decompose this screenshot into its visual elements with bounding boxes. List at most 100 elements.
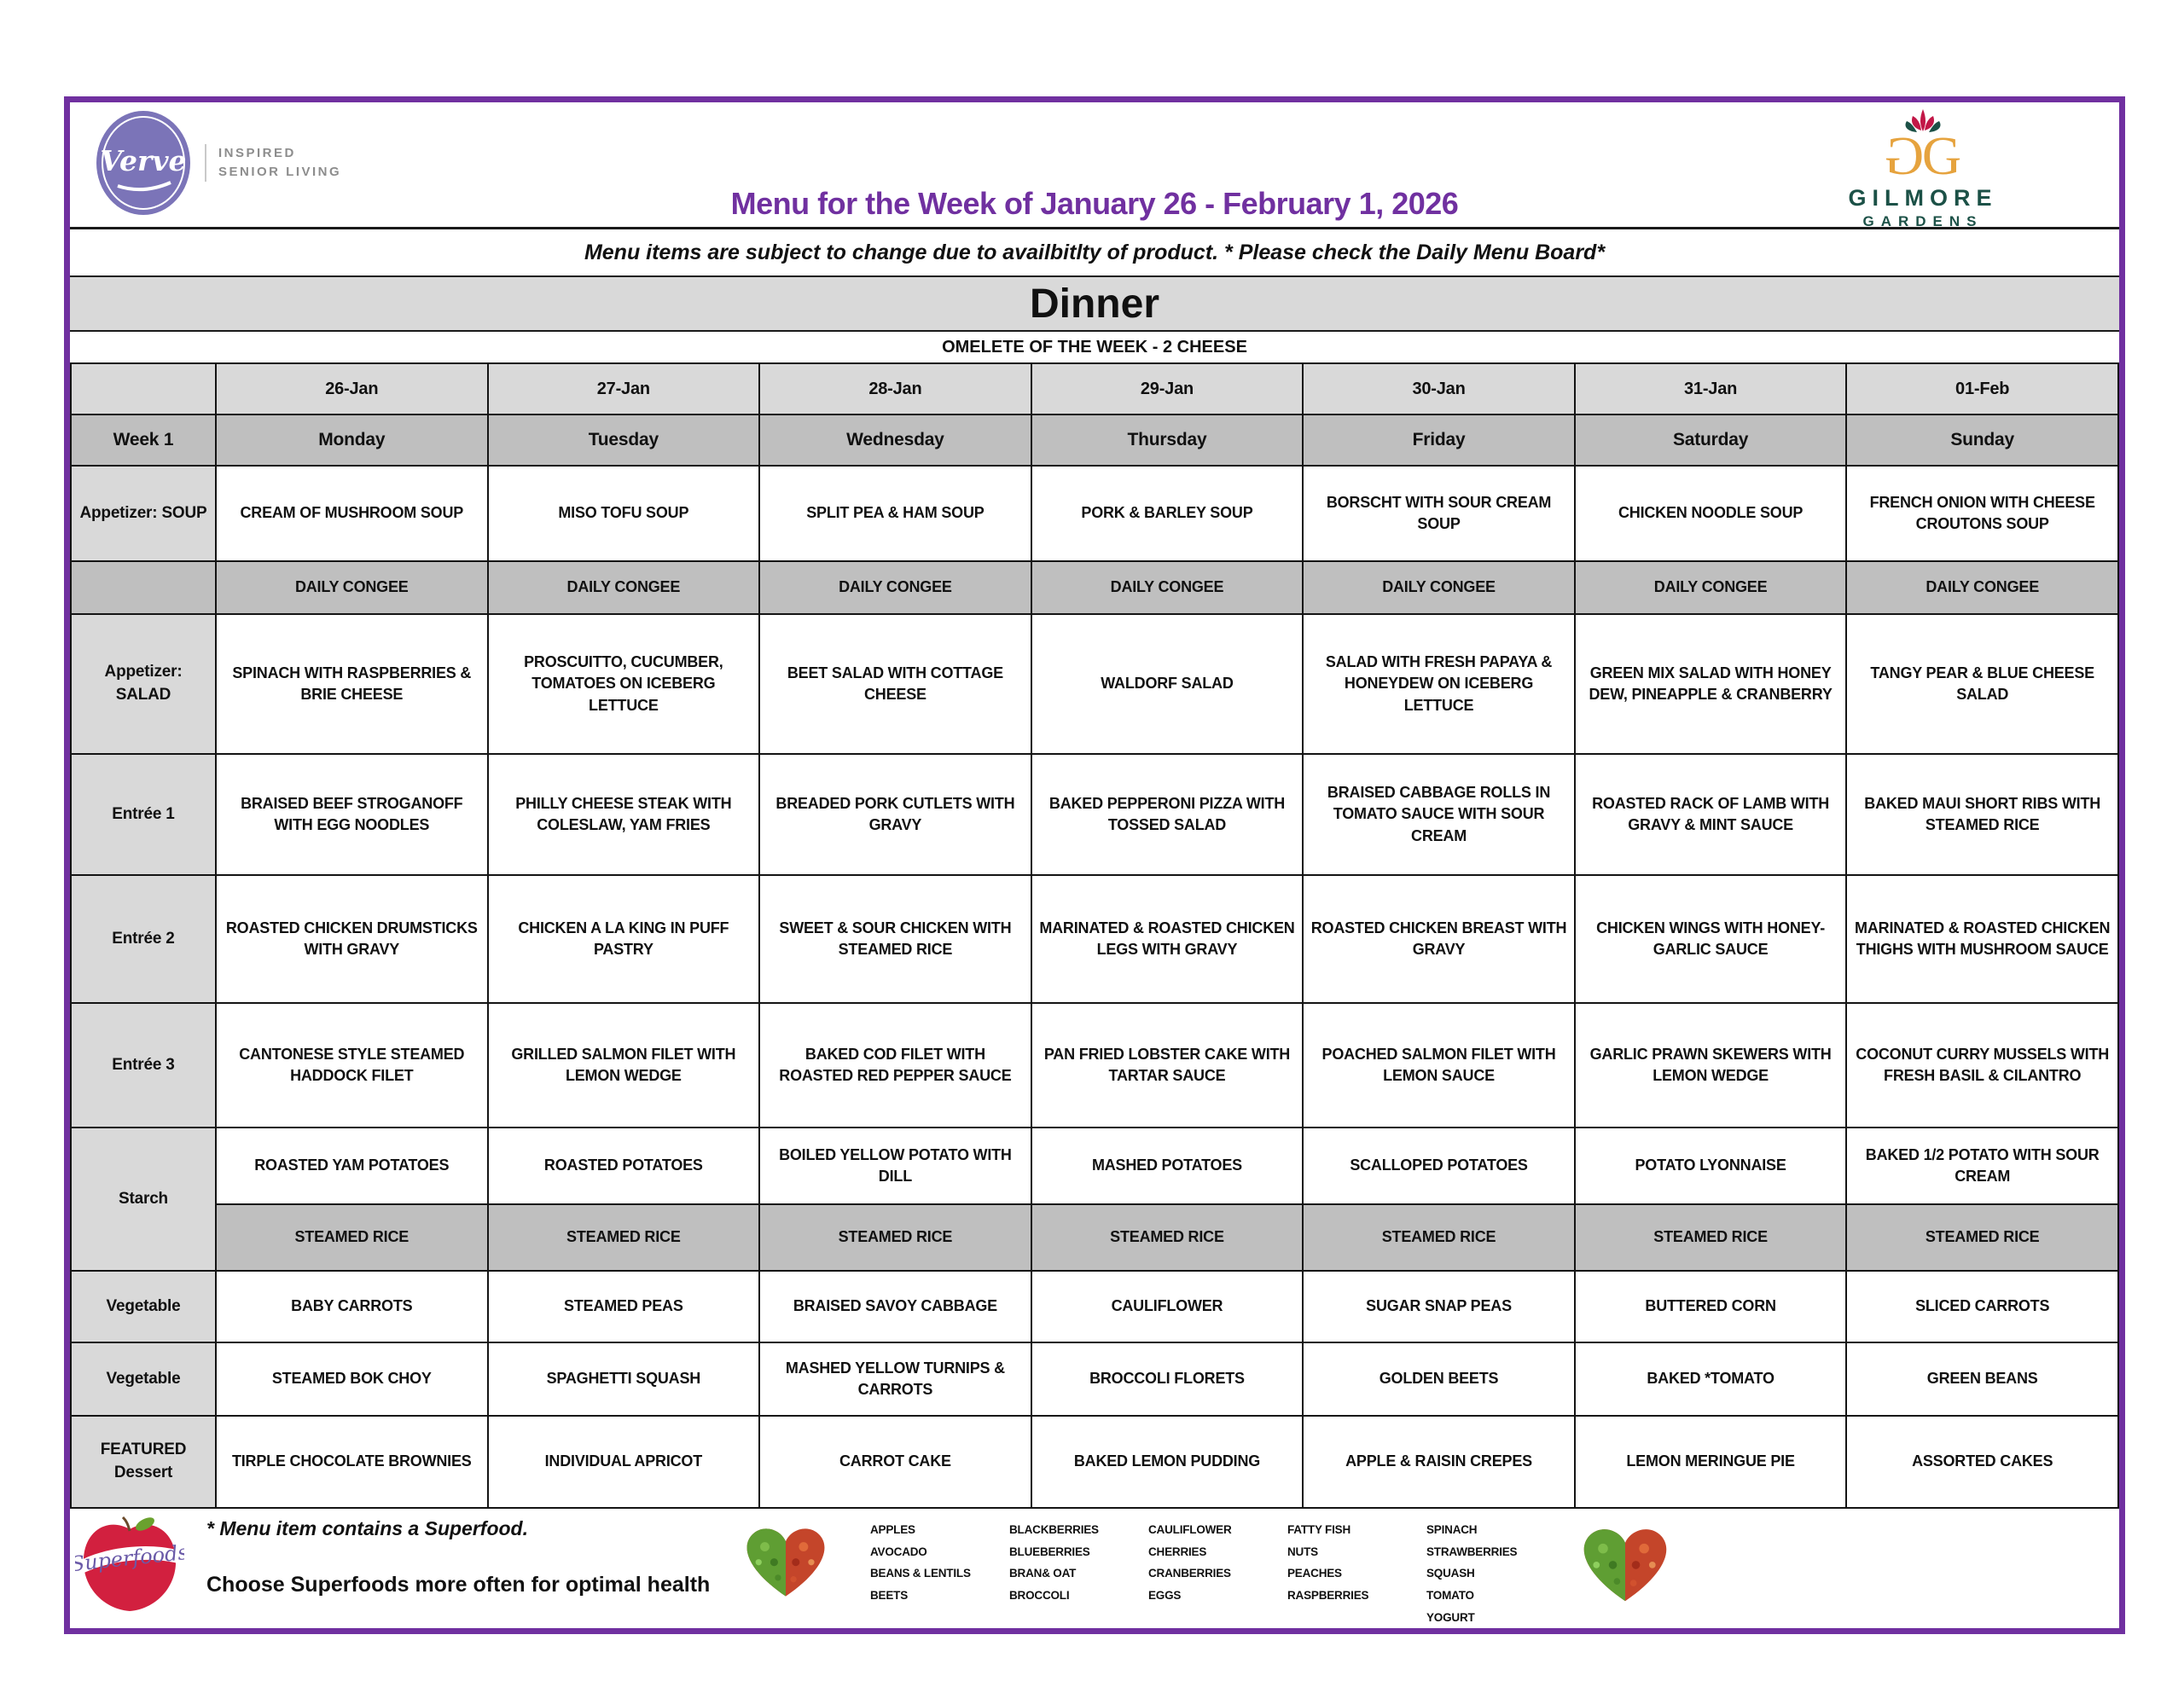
menu-cell: BRAISED BEEF STROGANOFF WITH EGG NOODLES [215, 753, 489, 876]
superfood-note: * Menu item contains a Superfood. [206, 1517, 528, 1539]
menu-cell: BRAISED SAVOY CABBAGE [758, 1270, 1032, 1343]
menu-cell: MARINATED & ROASTED CHICKEN THIGHS WITH … [1845, 874, 2119, 1004]
menu-cell: SCALLOPED POTATOES [1302, 1127, 1576, 1205]
superfoods-column-1: APPLES AVOCADO BEANS & LENTILS BEETS [870, 1519, 1009, 1628]
menu-cell: CREAM OF MUSHROOM SOUP [215, 465, 489, 562]
menu-cell: WALDORF SALAD [1030, 613, 1304, 755]
superfood-item: STRAWBERRIES [1426, 1545, 1518, 1558]
menu-cell: DAILY CONGEE [215, 560, 489, 615]
menu-cell: BAKED 1/2 POTATO WITH SOUR CREAM [1845, 1127, 2119, 1205]
superfood-item: CHERRIES [1148, 1545, 1207, 1558]
menu-cell: INDIVIDUAL APRICOT [486, 1415, 761, 1509]
superfood-item: TOMATO [1426, 1588, 1474, 1602]
superfood-item: APPLES [870, 1523, 915, 1536]
menu-cell: BOILED YELLOW POTATO WITH DILL [758, 1127, 1032, 1205]
menu-cell: MISO TOFU SOUP [486, 465, 761, 562]
menu-cell: MASHED POTATOES [1030, 1127, 1304, 1205]
footer: Superfoods * Menu item contains a Superf… [70, 1509, 2119, 1628]
menu-cell: STEAMED PEAS [486, 1270, 761, 1343]
menu-cell: APPLE & RAISIN CREPES [1302, 1415, 1576, 1509]
date-cell: 28-Jan [758, 362, 1032, 415]
menu-cell: BAKED *TOMATO [1573, 1342, 1848, 1417]
date-row-corner [70, 362, 217, 415]
menu-cell: GARLIC PRAWN SKEWERS WITH LEMON WEDGE [1573, 1002, 1848, 1128]
entree2-row: Entrée 2 ROASTED CHICKEN DRUMSTICKS WITH… [70, 874, 2119, 1004]
row-label-congee [70, 560, 217, 615]
superfood-item: CRANBERRIES [1148, 1567, 1231, 1580]
menu-cell: CHICKEN NOODLE SOUP [1573, 465, 1848, 562]
menu-cell: LEMON MERINGUE PIE [1573, 1415, 1848, 1509]
meal-title: Dinner [70, 277, 2119, 332]
page-title: Menu for the Week of January 26 - Februa… [730, 186, 1459, 221]
gilmore-name-line1: GILMORE [1848, 185, 1998, 211]
salad-row: Appetizer: SALAD SPINACH WITH RASPBERRIE… [70, 613, 2119, 755]
menu-cell: GRILLED SALMON FILET WITH LEMON WEDGE [486, 1002, 761, 1128]
verve-brand: Verve INSPIRED SENIOR LIVING [94, 109, 341, 217]
menu-cell: STEAMED RICE [1845, 1203, 2119, 1272]
menu-cell: CHICKEN A LA KING IN PUFF PASTRY [486, 874, 761, 1004]
menu-cell: GOLDEN BEETS [1302, 1342, 1576, 1417]
menu-cell: ROASTED YAM POTATOES [215, 1127, 489, 1205]
menu-cell: STEAMED BOK CHOY [215, 1342, 489, 1417]
superfood-item: FATTY FISH [1287, 1523, 1351, 1536]
menu-cell: SWEET & SOUR CHICKEN WITH STEAMED RICE [758, 874, 1032, 1004]
superfood-item: SQUASH [1426, 1567, 1475, 1580]
menu-cell: POTATO LYONNAISE [1573, 1127, 1848, 1205]
notice-banner: Menu items are subject to change due to … [70, 229, 2119, 277]
menu-cell: TANGY PEAR & BLUE CHEESE SALAD [1845, 613, 2119, 755]
superfood-item: SPINACH [1426, 1523, 1478, 1536]
superfoods-column-4: FATTY FISH NUTS PEACHES RASPBERRIES [1287, 1519, 1426, 1628]
veggie-heart-image-left [735, 1517, 836, 1607]
day-cell: Saturday [1573, 414, 1848, 467]
menu-cell: STEAMED RICE [1302, 1203, 1576, 1272]
svg-text:G: G [1922, 125, 1961, 179]
row-label-vegetable-1: Vegetable [70, 1270, 217, 1343]
congee-row: DAILY CONGEE DAILY CONGEE DAILY CONGEE D… [70, 560, 2119, 615]
menu-cell: DAILY CONGEE [1302, 560, 1576, 615]
superfood-advice: Choose Superfoods more often for optimal… [206, 1573, 711, 1597]
row-label-dessert: FEATURED Dessert [70, 1415, 217, 1509]
superfood-item: CAULIFLOWER [1148, 1523, 1232, 1536]
superfood-item: AVOCADO [870, 1545, 927, 1558]
menu-cell: BREADED PORK CUTLETS WITH GRAVY [758, 753, 1032, 876]
day-cell: Monday [215, 414, 489, 467]
superfoods-column-2: BLACKBERRIES BLUEBERRIES BRAN& OAT BROCC… [1009, 1519, 1148, 1628]
menu-cell: BRAISED CABBAGE ROLLS IN TOMATO SAUCE WI… [1302, 753, 1576, 876]
menu-cell: MASHED YELLOW TURNIPS & CARROTS [758, 1342, 1032, 1417]
date-cell: 27-Jan [486, 362, 761, 415]
menu-cell: ROASTED CHICKEN DRUMSTICKS WITH GRAVY [215, 874, 489, 1004]
menu-cell: PROSCUITTO, CUCUMBER, TOMATOES ON ICEBER… [486, 613, 761, 755]
date-cell: 30-Jan [1302, 362, 1576, 415]
veggie-heart-image-right [1565, 1517, 1685, 1612]
row-label-starch: Starch [70, 1127, 217, 1272]
menu-cell: CAULIFLOWER [1030, 1270, 1304, 1343]
vegetable1-row: Vegetable BABY CARROTS STEAMED PEAS BRAI… [70, 1270, 2119, 1343]
day-cell: Thursday [1030, 414, 1304, 467]
date-cell: 31-Jan [1573, 362, 1848, 415]
menu-cell: BAKED MAUI SHORT RIBS WITH STEAMED RICE [1845, 753, 2119, 876]
menu-cell: STEAMED RICE [758, 1203, 1032, 1272]
menu-table: 26-Jan 27-Jan 28-Jan 29-Jan 30-Jan 31-Ja… [70, 362, 2119, 1509]
starch-row: Starch ROASTED YAM POTATOES ROASTED POTA… [70, 1127, 2119, 1272]
superfood-item: PEACHES [1287, 1567, 1342, 1580]
menu-cell: STEAMED RICE [215, 1203, 489, 1272]
superfood-item: BRAN& OAT [1009, 1567, 1077, 1580]
menu-cell: GREEN BEANS [1845, 1342, 2119, 1417]
row-label-salad: Appetizer: SALAD [70, 613, 217, 755]
superfood-item: EGGS [1148, 1588, 1182, 1602]
menu-cell: ASSORTED CAKES [1845, 1415, 2119, 1509]
verve-logo-text: Verve [100, 144, 186, 177]
menu-cell: SLICED CARROTS [1845, 1270, 2119, 1343]
entree3-row: Entrée 3 CANTONESE STYLE STEAMED HADDOCK… [70, 1002, 2119, 1128]
superfoods-column-5: SPINACH STRAWBERRIES SQUASH TOMATO YOGUR… [1426, 1519, 1565, 1628]
day-cell: Tuesday [486, 414, 761, 467]
superfood-item: NUTS [1287, 1545, 1318, 1558]
menu-cell: DAILY CONGEE [1845, 560, 2119, 615]
superfood-item: YOGURT [1426, 1610, 1475, 1624]
superfood-item: BLACKBERRIES [1009, 1523, 1099, 1536]
menu-cell: STEAMED RICE [1573, 1203, 1848, 1272]
row-label-entree-1: Entrée 1 [70, 753, 217, 876]
date-cell: 29-Jan [1030, 362, 1304, 415]
menu-cell: SALAD WITH FRESH PAPAYA & HONEYDEW ON IC… [1302, 613, 1576, 755]
gilmore-brand: G G GILMORE GARDENS [1829, 106, 2017, 230]
